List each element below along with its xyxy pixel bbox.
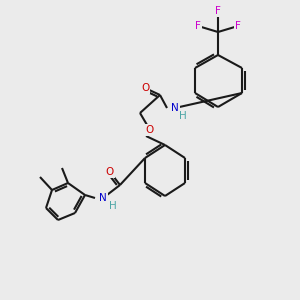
Text: F: F bbox=[195, 21, 201, 31]
Text: F: F bbox=[235, 21, 241, 31]
Text: H: H bbox=[109, 201, 117, 211]
Text: F: F bbox=[215, 6, 221, 16]
Text: N: N bbox=[99, 193, 107, 203]
Text: O: O bbox=[146, 125, 154, 135]
Text: O: O bbox=[141, 83, 149, 93]
Text: O: O bbox=[106, 167, 114, 177]
Text: H: H bbox=[179, 111, 187, 121]
Text: N: N bbox=[171, 103, 179, 113]
